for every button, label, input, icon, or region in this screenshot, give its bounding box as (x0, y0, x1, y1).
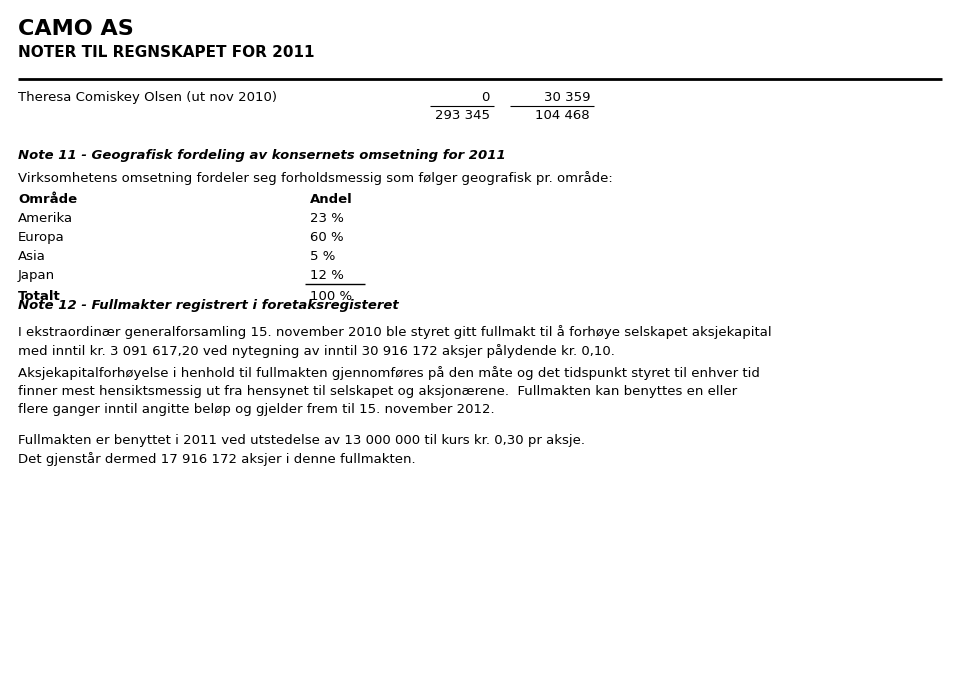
Text: Totalt: Totalt (18, 290, 60, 303)
Text: Theresa Comiskey Olsen (ut nov 2010): Theresa Comiskey Olsen (ut nov 2010) (18, 91, 277, 104)
Text: CAMO AS: CAMO AS (18, 19, 133, 39)
Text: 12 %: 12 % (310, 269, 344, 282)
Text: Fullmakten er benyttet i 2011 ved utstedelse av 13 000 000 til kurs kr. 0,30 pr : Fullmakten er benyttet i 2011 ved utsted… (18, 434, 585, 466)
Text: Aksjekapitalforhøyelse i henhold til fullmakten gjennomføres på den måte og det : Aksjekapitalforhøyelse i henhold til ful… (18, 366, 760, 416)
Text: 30 359: 30 359 (543, 91, 590, 104)
Text: NOTER TIL REGNSKAPET FOR 2011: NOTER TIL REGNSKAPET FOR 2011 (18, 45, 315, 60)
Text: 293 345: 293 345 (435, 109, 490, 122)
Text: Amerika: Amerika (18, 212, 73, 225)
Text: Virksomhetens omsetning fordeler seg forholdsmessig som følger geografisk pr. om: Virksomhetens omsetning fordeler seg for… (18, 171, 612, 185)
Text: Note 11 - Geografisk fordeling av konsernets omsetning for 2011: Note 11 - Geografisk fordeling av konser… (18, 149, 506, 162)
Text: Japan: Japan (18, 269, 55, 282)
Text: 23 %: 23 % (310, 212, 344, 225)
Text: Asia: Asia (18, 250, 46, 263)
Text: 100 %: 100 % (310, 290, 352, 303)
Text: Andel: Andel (310, 193, 352, 206)
Text: Note 12 - Fullmakter registrert i foretaksregisteret: Note 12 - Fullmakter registrert i foreta… (18, 299, 398, 312)
Text: 60 %: 60 % (310, 231, 344, 244)
Text: I ekstraordinær generalforsamling 15. november 2010 ble styret gitt fullmakt til: I ekstraordinær generalforsamling 15. no… (18, 325, 772, 359)
Text: Område: Område (18, 193, 77, 206)
Text: 0: 0 (482, 91, 490, 104)
Text: Europa: Europa (18, 231, 64, 244)
Text: 104 468: 104 468 (536, 109, 590, 122)
Text: 5 %: 5 % (310, 250, 335, 263)
